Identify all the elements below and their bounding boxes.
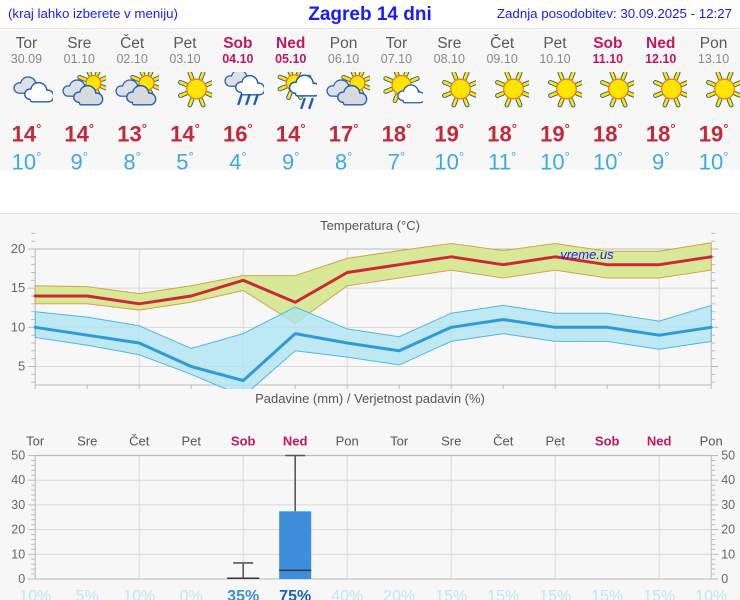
- svg-text:5: 5: [18, 358, 25, 373]
- svg-text:10: 10: [721, 547, 735, 561]
- svg-text:15%: 15%: [591, 588, 623, 600]
- svg-text:10%: 10%: [123, 588, 155, 600]
- svg-text:Čet: Čet: [129, 434, 150, 449]
- svg-text:50: 50: [11, 449, 25, 463]
- svg-text:15: 15: [11, 280, 25, 295]
- svg-text:Ned: Ned: [647, 434, 672, 449]
- svg-text:15%: 15%: [435, 588, 467, 600]
- svg-text:10%: 10%: [695, 588, 727, 600]
- svg-text:20: 20: [11, 523, 25, 537]
- svg-text:50: 50: [721, 449, 735, 463]
- svg-text:Čet: Čet: [493, 434, 514, 449]
- svg-text:Sre: Sre: [77, 434, 97, 449]
- svg-text:0: 0: [18, 572, 25, 586]
- svg-text:40: 40: [11, 473, 25, 487]
- svg-text:Sre: Sre: [441, 434, 461, 449]
- svg-text:75%: 75%: [279, 588, 311, 600]
- svg-text:15%: 15%: [487, 588, 519, 600]
- svg-text:Sob: Sob: [595, 434, 620, 449]
- svg-text:10: 10: [11, 319, 25, 334]
- svg-text:Tor: Tor: [26, 434, 45, 449]
- svg-text:vreme.us: vreme.us: [560, 247, 614, 262]
- svg-text:30: 30: [721, 498, 735, 512]
- svg-text:30: 30: [11, 498, 25, 512]
- svg-text:Pon: Pon: [700, 434, 723, 449]
- svg-text:40: 40: [721, 473, 735, 487]
- svg-text:20%: 20%: [383, 588, 415, 600]
- svg-text:Temperatura (°C): Temperatura (°C): [320, 218, 420, 233]
- svg-text:15%: 15%: [539, 588, 571, 600]
- svg-text:20: 20: [11, 241, 25, 256]
- svg-text:15%: 15%: [643, 588, 675, 600]
- svg-text:0: 0: [721, 572, 728, 586]
- svg-text:0%: 0%: [180, 588, 203, 600]
- svg-text:10%: 10%: [19, 588, 51, 600]
- svg-text:10: 10: [11, 547, 25, 561]
- svg-text:5%: 5%: [76, 588, 99, 600]
- svg-text:Padavine (mm) / Verjetnost pad: Padavine (mm) / Verjetnost padavin (%): [255, 391, 485, 406]
- svg-text:Ned: Ned: [283, 434, 308, 449]
- svg-text:Pet: Pet: [545, 434, 565, 449]
- svg-text:20: 20: [721, 523, 735, 537]
- svg-text:Pet: Pet: [181, 434, 201, 449]
- svg-text:Sob: Sob: [231, 434, 256, 449]
- svg-text:40%: 40%: [331, 588, 363, 600]
- svg-text:35%: 35%: [227, 588, 259, 600]
- svg-text:Pon: Pon: [336, 434, 359, 449]
- svg-text:Tor: Tor: [390, 434, 409, 449]
